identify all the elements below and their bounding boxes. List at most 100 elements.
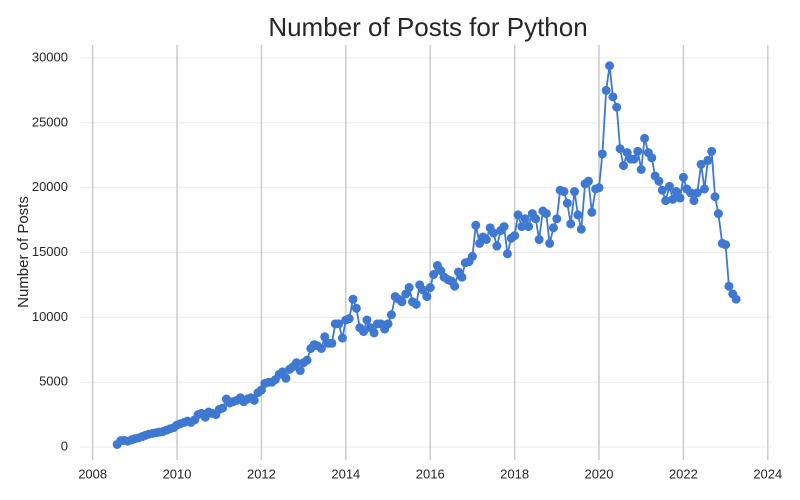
y-tick-label: 30000 <box>32 49 68 64</box>
point <box>640 133 650 143</box>
point <box>489 228 499 238</box>
point <box>570 187 580 197</box>
point <box>531 214 541 224</box>
point <box>471 220 481 230</box>
point <box>559 187 569 197</box>
point <box>422 292 432 302</box>
chart-title: Number of Posts for Python <box>268 12 587 42</box>
point <box>562 198 572 208</box>
point <box>608 92 618 102</box>
point <box>348 294 358 304</box>
point <box>467 251 477 261</box>
y-tick-label: 10000 <box>32 309 68 324</box>
point <box>383 319 393 329</box>
point <box>351 303 361 313</box>
point <box>618 161 628 171</box>
y-axis-label: Number of Posts <box>15 196 32 308</box>
point <box>699 184 709 194</box>
point <box>517 222 527 232</box>
point <box>418 285 428 295</box>
x-tick-label: 2020 <box>585 466 614 481</box>
point <box>605 61 615 71</box>
point <box>386 310 396 320</box>
point <box>647 153 657 163</box>
point <box>573 210 583 220</box>
point <box>281 373 291 383</box>
point <box>545 238 555 248</box>
point <box>633 146 643 156</box>
point <box>587 207 597 217</box>
point <box>316 343 326 353</box>
x-tick-label: 2022 <box>669 466 698 481</box>
point <box>337 333 347 343</box>
point <box>629 154 639 164</box>
point <box>404 283 414 293</box>
point <box>344 314 354 324</box>
point <box>524 222 534 232</box>
y-tick-label: 15000 <box>32 244 68 259</box>
x-tick-label: 2016 <box>416 466 445 481</box>
point <box>576 224 586 234</box>
x-tick-label: 2012 <box>247 466 276 481</box>
point <box>548 223 558 233</box>
point <box>696 159 706 169</box>
point <box>654 176 664 186</box>
point <box>362 315 372 325</box>
y-tick-label: 20000 <box>32 179 68 194</box>
point <box>534 235 544 245</box>
point <box>327 338 337 348</box>
point <box>692 188 702 198</box>
point <box>218 403 228 413</box>
y-tick-label: 25000 <box>32 114 68 129</box>
point <box>513 210 523 220</box>
point <box>502 249 512 259</box>
point <box>359 327 369 337</box>
x-tick-label: 2014 <box>331 466 360 481</box>
point <box>731 294 741 304</box>
point <box>302 355 312 365</box>
point <box>686 188 696 198</box>
point <box>541 209 551 219</box>
point <box>566 219 576 229</box>
point <box>689 196 699 206</box>
point <box>713 209 723 219</box>
point <box>492 241 502 251</box>
point <box>499 222 509 232</box>
point <box>450 281 460 291</box>
point <box>671 187 681 197</box>
point <box>411 299 421 309</box>
point <box>612 102 622 112</box>
point <box>295 366 305 376</box>
point <box>594 183 604 193</box>
point <box>664 181 674 191</box>
x-tick-label: 2010 <box>163 466 192 481</box>
point <box>661 196 671 206</box>
point <box>425 283 435 293</box>
y-tick-label: 0 <box>61 438 68 453</box>
point <box>678 172 688 182</box>
point <box>583 176 593 186</box>
point <box>707 146 717 156</box>
point <box>601 85 611 95</box>
point <box>657 185 667 195</box>
point <box>597 149 607 159</box>
point <box>636 165 646 174</box>
point <box>334 319 344 329</box>
x-tick-label: 2018 <box>500 466 529 481</box>
point <box>249 395 259 405</box>
point <box>552 214 562 224</box>
point <box>369 328 379 338</box>
point <box>668 194 678 204</box>
point <box>615 144 625 154</box>
point <box>703 155 713 165</box>
x-tick-label: 2024 <box>753 466 782 481</box>
point <box>510 231 520 241</box>
point <box>710 192 720 202</box>
point <box>291 358 301 368</box>
x-tick-label: 2008 <box>78 466 107 481</box>
point <box>457 272 467 282</box>
point <box>520 214 530 224</box>
y-tick-label: 5000 <box>39 374 68 389</box>
point <box>721 240 731 250</box>
